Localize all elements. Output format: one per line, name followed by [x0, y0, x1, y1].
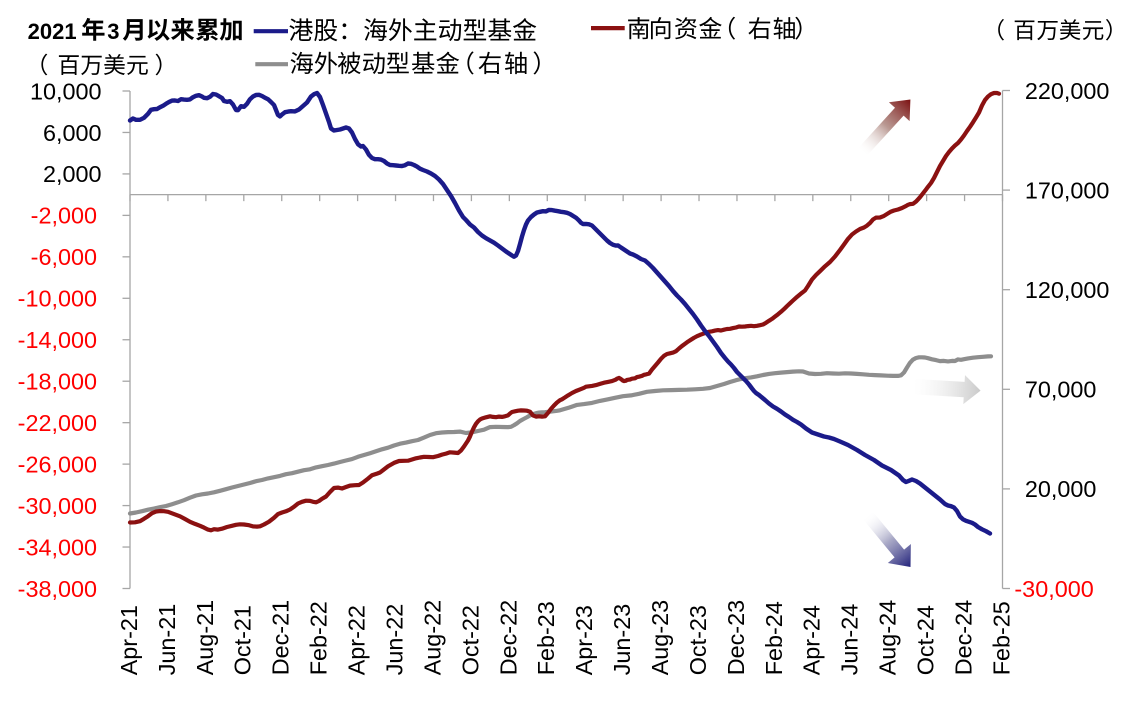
svg-text:10,000: 10,000 [30, 78, 102, 104]
svg-text:Dec-22: Dec-22 [495, 600, 521, 675]
svg-text:Aug-22: Aug-22 [419, 600, 445, 675]
svg-text:-2,000: -2,000 [31, 203, 97, 229]
svg-text:Oct-22: Oct-22 [457, 605, 483, 675]
svg-text:Oct-24: Oct-24 [913, 605, 939, 675]
svg-text:Jun-21: Jun-21 [154, 604, 180, 676]
svg-text:-30,000: -30,000 [18, 493, 97, 519]
svg-text:Apr-21: Apr-21 [116, 605, 142, 675]
svg-text:Jun-22: Jun-22 [381, 604, 407, 676]
svg-text:70,000: 70,000 [1025, 377, 1097, 403]
svg-text:-38,000: -38,000 [18, 576, 97, 602]
svg-text:Jun-24: Jun-24 [837, 604, 863, 676]
svg-text:Apr-23: Apr-23 [571, 605, 597, 675]
svg-text:-18,000: -18,000 [18, 369, 97, 395]
svg-text:Feb-25: Feb-25 [988, 601, 1014, 675]
svg-text:Aug-23: Aug-23 [647, 600, 673, 675]
svg-text:120,000: 120,000 [1025, 277, 1110, 303]
svg-text:Dec-23: Dec-23 [723, 600, 749, 675]
svg-text:6,000: 6,000 [43, 120, 102, 146]
svg-text:Feb-22: Feb-22 [306, 601, 332, 675]
svg-text:Aug-24: Aug-24 [875, 600, 901, 675]
svg-text:Jun-23: Jun-23 [609, 604, 635, 676]
svg-text:20,000: 20,000 [1025, 476, 1097, 502]
svg-text:Aug-21: Aug-21 [192, 600, 218, 675]
svg-text:170,000: 170,000 [1025, 177, 1110, 203]
svg-text:-6,000: -6,000 [31, 244, 97, 270]
svg-text:220,000: 220,000 [1025, 78, 1110, 104]
svg-text:2021: 2021 [28, 19, 77, 44]
svg-text:Apr-22: Apr-22 [344, 605, 370, 675]
svg-text:-26,000: -26,000 [18, 451, 97, 477]
svg-text:Oct-21: Oct-21 [230, 605, 256, 675]
svg-text:-14,000: -14,000 [18, 327, 97, 353]
svg-text:Feb-24: Feb-24 [761, 601, 787, 675]
svg-text:-30,000: -30,000 [1014, 576, 1093, 602]
svg-text:Apr-24: Apr-24 [799, 605, 825, 675]
svg-text:-10,000: -10,000 [18, 286, 97, 312]
svg-text:-22,000: -22,000 [18, 410, 97, 436]
svg-text:Dec-21: Dec-21 [268, 600, 294, 675]
svg-text:Dec-24: Dec-24 [950, 600, 976, 675]
svg-text:3: 3 [107, 19, 119, 44]
svg-text:Feb-23: Feb-23 [533, 601, 559, 675]
svg-text:-34,000: -34,000 [18, 534, 97, 560]
svg-text:Oct-23: Oct-23 [685, 605, 711, 675]
svg-text:2,000: 2,000 [43, 161, 102, 187]
